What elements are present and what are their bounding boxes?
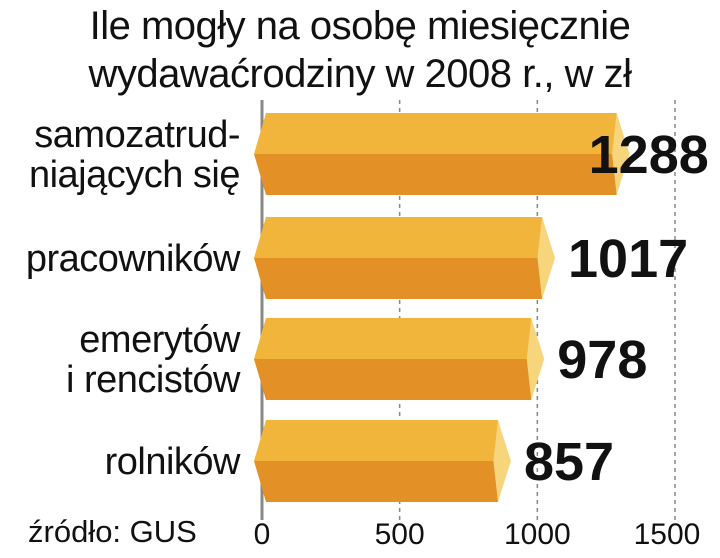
category-label: pracowników [26, 238, 241, 280]
category-label: samozatrud- [34, 114, 240, 156]
category-label: i rencistów [66, 359, 241, 401]
bar-top-face [254, 113, 617, 154]
bar-end-cap [493, 420, 511, 502]
bar-top-face [254, 420, 498, 461]
x-tick-label: 1000 [504, 518, 571, 551]
bar-top-face [254, 318, 532, 359]
bar-top-face [254, 217, 543, 258]
value-label: 978 [557, 330, 647, 390]
category-label: rolników [105, 441, 241, 483]
bar-bottom-face [254, 258, 543, 299]
bar-bottom-face [254, 461, 498, 502]
bar-end-cap [537, 217, 556, 299]
bar-end-cap [526, 318, 545, 400]
value-label: 1288 [589, 125, 709, 185]
bar-end-cap [612, 113, 630, 195]
value-label: 857 [524, 432, 614, 492]
category-label: emerytów [79, 319, 241, 361]
x-tick-label: 0 [254, 518, 271, 551]
x-tick-label: 500 [375, 518, 425, 551]
category-label: niających się [29, 154, 240, 196]
value-label: 1017 [568, 229, 688, 289]
x-tick-label: 1500 [634, 518, 701, 551]
chart-title: Ile mogły na osobę miesięcznie wydawaćro… [0, 2, 720, 98]
bar-bottom-face [254, 154, 617, 195]
chart-title-line-2: wydawaćrodziny w 2008 r., w zł [88, 52, 632, 96]
source-note: źródło: GUS [28, 514, 197, 549]
chart-title-line-1: Ile mogły na osobę miesięcznie [89, 4, 631, 48]
bar-bottom-face [254, 359, 532, 400]
